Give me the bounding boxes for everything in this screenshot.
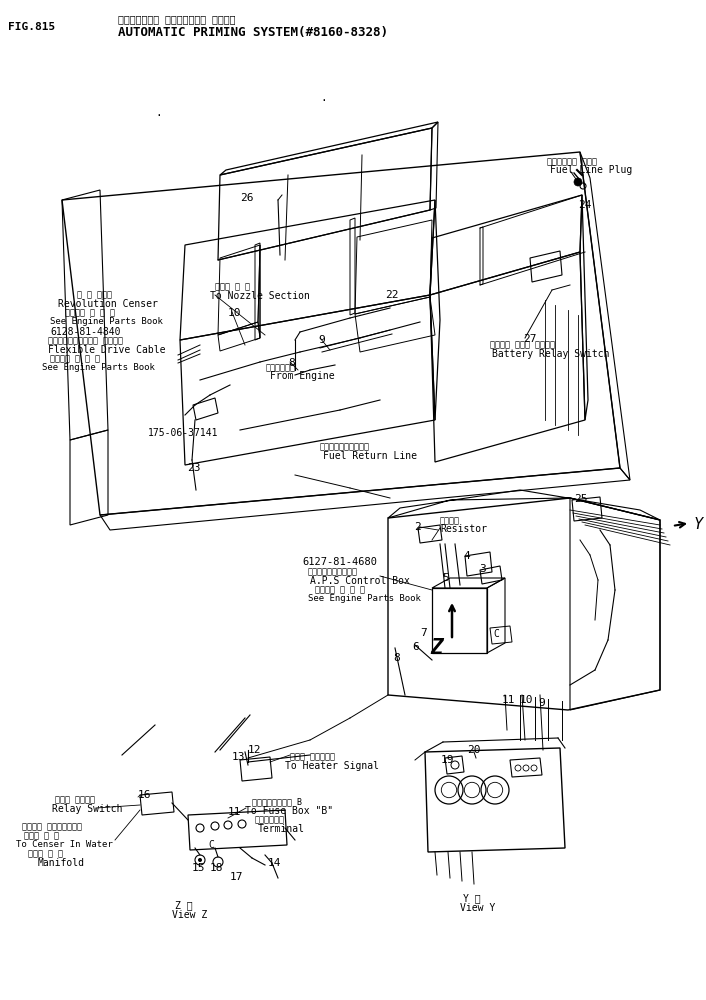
Text: 6: 6 (412, 642, 419, 652)
Text: See Engine Parts Book: See Engine Parts Book (42, 363, 155, 372)
Text: レジスタ: レジスタ (440, 516, 460, 525)
Text: フェルライン プラグ: フェルライン プラグ (547, 157, 597, 166)
Text: To Fuse Box "B": To Fuse Box "B" (245, 806, 333, 816)
Text: 22: 22 (385, 290, 398, 300)
Text: 175-06-37141: 175-06-37141 (148, 428, 218, 438)
Text: Z: Z (430, 638, 443, 658)
Text: Manifold: Manifold (38, 858, 85, 868)
Text: Revolution Censer: Revolution Censer (58, 299, 158, 309)
Text: 回 転 センサ: 回 転 センサ (77, 290, 112, 299)
Text: 19: 19 (441, 755, 455, 765)
Circle shape (198, 858, 202, 862)
Text: Y: Y (694, 517, 703, 532)
Text: 8: 8 (393, 653, 400, 663)
Text: .: . (155, 108, 162, 118)
Text: FIG.815: FIG.815 (8, 22, 55, 32)
Text: 12: 12 (248, 745, 261, 755)
Text: Relay Switch: Relay Switch (52, 804, 123, 814)
Text: ノズル 部 へ: ノズル 部 へ (215, 282, 250, 291)
Text: 14: 14 (268, 858, 282, 868)
Text: From Engine: From Engine (270, 371, 335, 381)
Text: Resistor: Resistor (440, 524, 487, 534)
Circle shape (574, 178, 582, 186)
Text: オートマチック プライミング・ システム: オートマチック プライミング・ システム (118, 14, 236, 24)
Text: View Z: View Z (172, 910, 208, 920)
Text: 4: 4 (463, 551, 469, 561)
Text: 8: 8 (288, 358, 294, 368)
Text: View Y: View Y (460, 903, 495, 913)
Text: フェルリターンライン: フェルリターンライン (320, 442, 370, 451)
Text: 16: 16 (138, 790, 152, 800)
Text: To Nozzle Section: To Nozzle Section (210, 291, 310, 301)
Text: Z 様: Z 様 (175, 900, 193, 910)
Text: To Censer In Water: To Censer In Water (16, 840, 113, 849)
Text: コントロールボックス: コントロールボックス (308, 567, 358, 576)
Text: 6128-81-4840: 6128-81-4840 (50, 327, 121, 337)
Text: センサ 部 へ: センサ 部 へ (28, 849, 63, 858)
Text: 10: 10 (520, 695, 534, 705)
Text: Terminal: Terminal (258, 824, 305, 834)
Text: 7: 7 (420, 628, 426, 638)
Text: 5: 5 (442, 573, 449, 583)
Text: 2: 2 (414, 522, 421, 532)
Text: Fuel Line Plug: Fuel Line Plug (550, 165, 633, 175)
Text: To Heater Signal: To Heater Signal (285, 761, 379, 771)
Text: 9: 9 (318, 335, 325, 345)
Text: ウォータ マニホールドの: ウォータ マニホールドの (22, 822, 82, 831)
Text: See Engine Parts Book: See Engine Parts Book (50, 317, 163, 326)
Text: 23: 23 (187, 463, 201, 473)
Text: C: C (493, 629, 499, 639)
Text: ヒータ シグナルへ: ヒータ シグナルへ (290, 752, 335, 761)
Text: Fuel Return Line: Fuel Return Line (323, 451, 417, 461)
Text: 27: 27 (523, 334, 537, 344)
Text: 17: 17 (230, 872, 244, 882)
Text: 13: 13 (232, 752, 246, 762)
Text: 6127-81-4680: 6127-81-4680 (302, 557, 377, 567)
Text: 18: 18 (210, 863, 224, 873)
Text: .: . (320, 93, 327, 103)
Text: フレキシブルドライブ ケーブル: フレキシブルドライブ ケーブル (48, 336, 123, 345)
Text: C: C (208, 840, 214, 850)
Text: 24: 24 (578, 200, 592, 210)
Text: 26: 26 (240, 193, 253, 203)
Text: エンジンから: エンジンから (266, 363, 296, 372)
Text: AUTOMATIC PRIMING SYSTEM(#8160-8328): AUTOMATIC PRIMING SYSTEM(#8160-8328) (118, 26, 388, 39)
Text: Y 様: Y 様 (463, 893, 481, 903)
Text: 10: 10 (228, 308, 241, 318)
Text: 9: 9 (538, 698, 545, 708)
Text: 20: 20 (467, 745, 481, 755)
Text: 15: 15 (192, 863, 205, 873)
Text: バッテリ リレー スイッチ: バッテリ リレー スイッチ (490, 340, 555, 349)
Text: センサ ニ 入: センサ ニ 入 (24, 831, 59, 840)
Text: A.P.S Control Box: A.P.S Control Box (310, 576, 410, 586)
Text: 11: 11 (502, 695, 515, 705)
Text: 25: 25 (574, 494, 587, 504)
Text: 11: 11 (228, 807, 241, 817)
Text: エンジン 部 品 帳: エンジン 部 品 帳 (65, 308, 115, 317)
Text: リレー スイッチ: リレー スイッチ (55, 795, 95, 804)
Text: 3: 3 (479, 564, 486, 574)
Text: See Engine Parts Book: See Engine Parts Book (308, 594, 421, 603)
Text: ヒューズボックス B: ヒューズボックス B (252, 797, 302, 806)
Text: エンジン 部 品 帳: エンジン 部 品 帳 (50, 354, 100, 363)
Text: Battery Relay Switch: Battery Relay Switch (492, 349, 609, 359)
Text: エンジン 部 品 帳: エンジン 部 品 帳 (315, 585, 365, 594)
Text: Flexible Drive Cable: Flexible Drive Cable (48, 345, 165, 355)
Text: ターミナルへ: ターミナルへ (255, 815, 285, 824)
